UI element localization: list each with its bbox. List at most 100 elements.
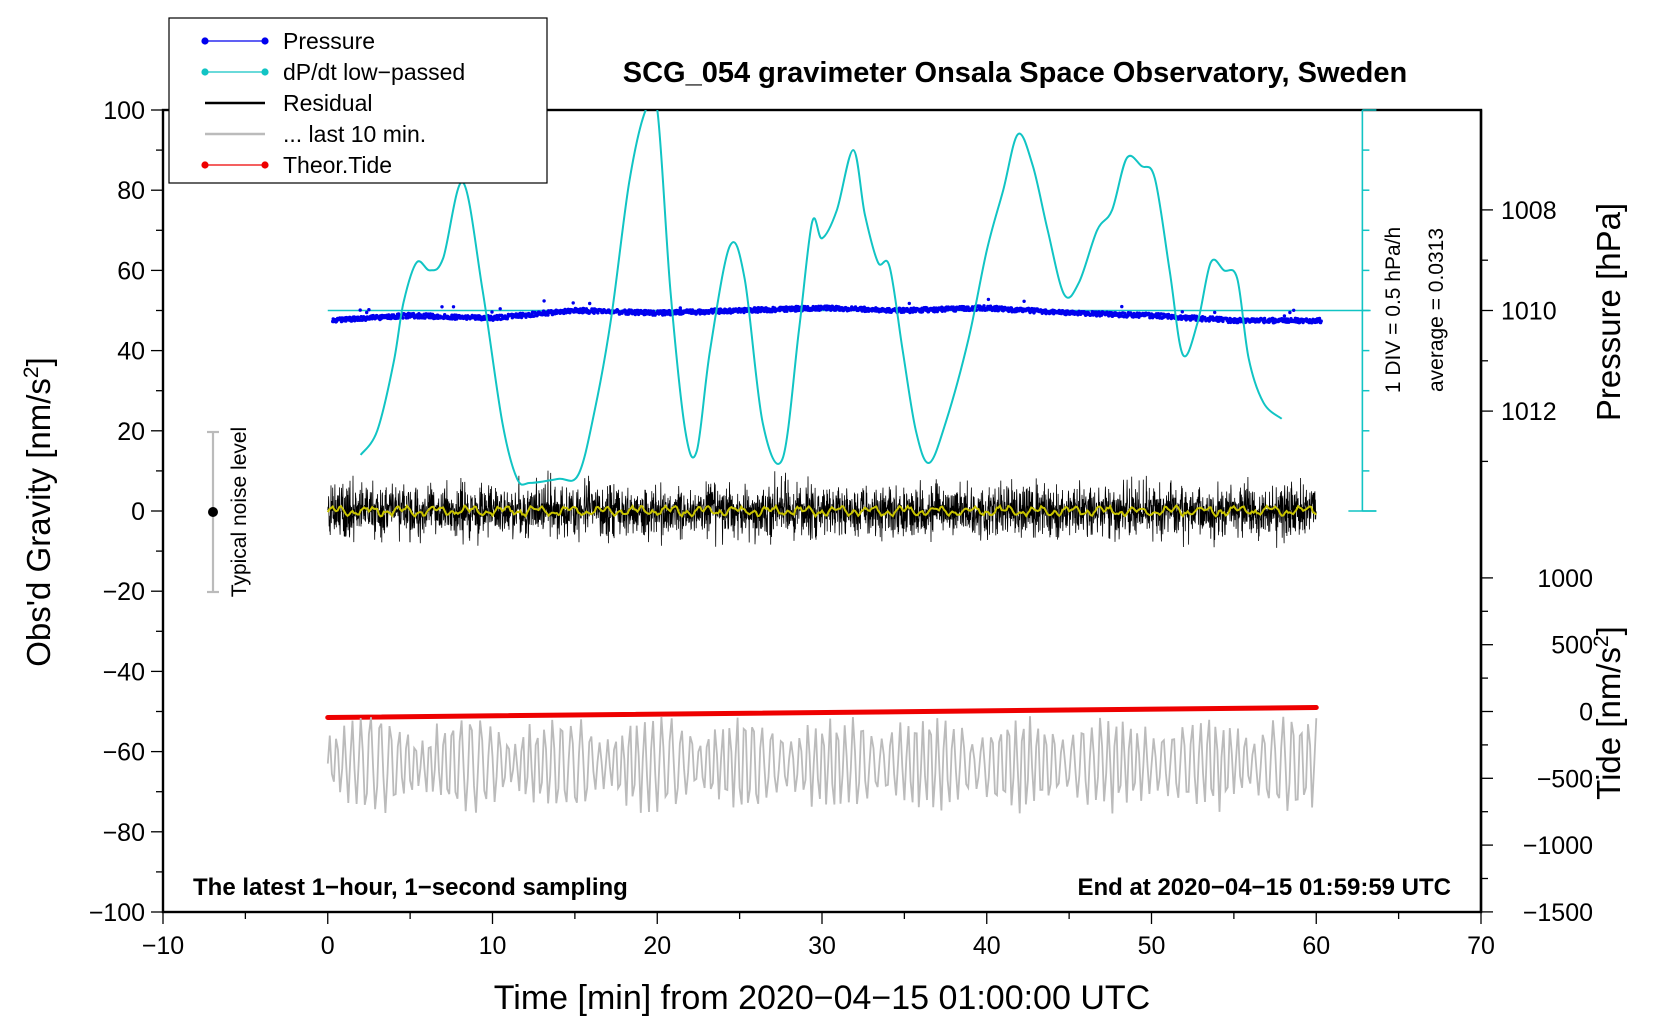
legend-marker [201, 37, 209, 45]
pressure-point [440, 305, 444, 309]
pressure-point [1319, 319, 1323, 323]
tide-tick-label: −1000 [1523, 832, 1593, 860]
pressure-tick-label: 1008 [1501, 197, 1557, 225]
x-tick-label: 20 [643, 932, 671, 960]
tide-tick-label: −500 [1537, 765, 1593, 793]
tide-tick-label: 0 [1579, 699, 1593, 727]
pressure-point [532, 314, 536, 318]
pressure-axis-label: Pressure [hPa] [1590, 203, 1627, 421]
pressure-point [588, 301, 592, 306]
pressure-point [542, 299, 546, 303]
pressure-point [806, 305, 810, 309]
tide-axis-label-sup: 2 [1590, 635, 1613, 647]
legend-label: Theor.Tide [283, 152, 392, 178]
tide-tick-label: 500 [1551, 632, 1593, 660]
y-tick-label: −60 [103, 739, 145, 767]
pressure-axis-ticks: 1008 1010 1012 [1481, 197, 1557, 463]
x-tick-label: 50 [1138, 932, 1166, 960]
tide-axis-label: Tide [nm/s2] [1590, 626, 1627, 800]
legend: Pressure dP/dt low−passed Residual ... last… [168, 17, 548, 184]
pressure-point [490, 310, 494, 314]
y-axis-label-left: Obs'd Gravity [nm/s2] [20, 357, 57, 667]
legend-marker [201, 68, 209, 76]
pressure-point [1213, 310, 1217, 315]
pressure-tick-label: 1012 [1501, 398, 1557, 426]
pressure-point [571, 301, 575, 305]
y-tick-label: 0 [131, 498, 145, 526]
tide-axis-ticks: −1500 −1000 −500 0 500 1000 [1481, 565, 1593, 927]
x-tick-label: 70 [1467, 932, 1495, 960]
last-10-min-line [326, 716, 1318, 814]
dpdt-line [359, 110, 1283, 486]
note-right: End at 2020−04−15 01:59:59 UTC [1077, 874, 1451, 901]
legend-marker [261, 37, 269, 45]
chart-title: SCG_054 gravimeter Onsala Space Observat… [623, 57, 1407, 89]
y-axis-label-left-main: Obs'd Gravity [nm/s [20, 378, 57, 667]
legend-label: ... last 10 min. [283, 121, 426, 147]
x-tick-label: 60 [1302, 932, 1330, 960]
pressure-point [498, 307, 502, 311]
pressure-point [423, 316, 427, 320]
pressure-point [546, 313, 550, 317]
pressure-point [1221, 319, 1225, 324]
noise-indicator-dot [208, 507, 218, 517]
x-tick-label: −10 [142, 932, 184, 960]
tide-line [325, 704, 1319, 721]
y-tick-label: 40 [117, 338, 145, 366]
y-tick-label: −40 [103, 658, 145, 686]
pressure-point [367, 308, 371, 312]
pressure-point [898, 307, 903, 311]
pressure-point [1120, 304, 1124, 309]
pressure-point [1292, 308, 1296, 312]
tide-tick-label: −1500 [1523, 899, 1593, 927]
pressure-point [678, 306, 682, 310]
legend-marker [261, 161, 269, 169]
pressure-point [1288, 310, 1292, 315]
pressure-point [596, 311, 600, 315]
noise-indicator [207, 430, 219, 594]
legend-marker [261, 68, 269, 76]
x-tick-label: 10 [479, 932, 507, 960]
note-left: The latest 1−hour, 1−second sampling [193, 874, 628, 901]
pressure-point [953, 309, 958, 313]
noise-label: Typical noise level [228, 427, 251, 597]
pressure-point [756, 310, 760, 314]
tide-axis-label-main: Tide [nm/s [1590, 647, 1627, 800]
y-axis-ticks: −100 −80 −60 −40 −20 0 20 40 60 80 100 [89, 97, 163, 927]
x-tick-label: 30 [808, 932, 836, 960]
x-tick-label: 0 [321, 932, 335, 960]
x-axis-ticks: −10 0 10 20 30 40 50 60 70 [142, 912, 1495, 960]
pressure-point [451, 305, 456, 309]
dpdt-scale-label: 1 DIV = 0.5 hPa/h [1382, 227, 1405, 393]
y-tick-label: 20 [117, 418, 145, 446]
y-tick-label: 80 [117, 177, 145, 205]
y-axis-label-left-close: ] [20, 357, 57, 366]
y-tick-label: 60 [117, 257, 145, 285]
y-tick-label: −100 [89, 899, 145, 927]
pressure-point [1282, 314, 1287, 318]
pressure-point [1180, 310, 1185, 314]
pressure-point [1317, 316, 1322, 321]
legend-box [168, 17, 548, 184]
y-tick-label: −80 [103, 819, 145, 847]
pressure-point [667, 308, 671, 313]
pressure-point [986, 297, 991, 302]
series-layer [325, 110, 1371, 814]
y-tick-label: −20 [103, 578, 145, 606]
tide-axis-label-close: ] [1590, 626, 1627, 635]
legend-label: Pressure [283, 28, 375, 54]
x-tick-label: 40 [973, 932, 1001, 960]
y-tick-label: 100 [103, 97, 145, 125]
legend-marker [201, 161, 209, 169]
pressure-point [401, 316, 405, 320]
x-axis-label: Time [min] from 2020−04−15 01:00:00 UTC [494, 979, 1150, 1017]
pressure-point [1022, 299, 1026, 303]
pressure-point [907, 301, 911, 306]
legend-label: Residual [283, 90, 373, 116]
dpdt-average-label: average = 0.0313 [1425, 228, 1448, 392]
pressure-point [365, 310, 369, 315]
pressure-tick-label: 1010 [1501, 298, 1557, 326]
residual-smoothed-line [326, 503, 1317, 519]
legend-label: dP/dt low−passed [283, 59, 465, 85]
